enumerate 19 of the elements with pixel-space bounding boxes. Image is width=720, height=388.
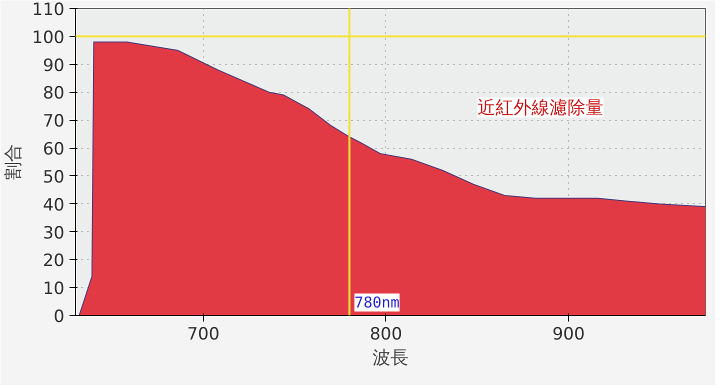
x-tick-label: 700 <box>187 324 220 344</box>
y-tick-label: 0 <box>54 307 65 327</box>
y-tick-label: 80 <box>42 84 65 104</box>
y-tick-label: 70 <box>42 112 65 132</box>
y-tick-label: 10 <box>42 279 65 300</box>
x-tick-label: 800 <box>370 324 402 344</box>
x-tick-label: 900 <box>552 324 585 344</box>
y-axis-title: 割合 <box>3 144 24 180</box>
y-tick-label: 60 <box>42 140 65 160</box>
y-tick-label: 50 <box>42 167 65 188</box>
y-tick-label: 110 <box>32 0 65 20</box>
y-tick-label: 100 <box>32 28 65 48</box>
ref-line-label: 780nm <box>354 294 400 312</box>
y-tick-label: 30 <box>42 223 65 244</box>
x-axis-title: 波長 <box>372 348 408 368</box>
annotation: 近紅外線濾除量 <box>478 98 604 118</box>
y-tick-label: 90 <box>42 56 65 76</box>
y-tick-label: 20 <box>42 251 65 272</box>
y-tick-label: 40 <box>42 195 65 216</box>
